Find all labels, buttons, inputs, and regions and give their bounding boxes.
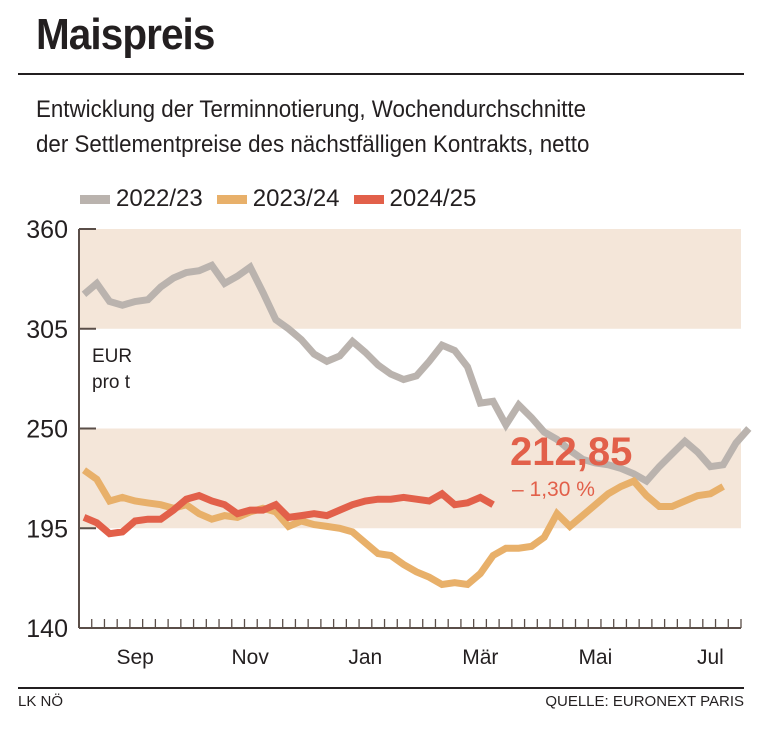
subtitle-line-2: der Settlementpreise des nächstfälligen …	[36, 131, 590, 158]
footer-source: QUELLE: EURONEXT PARIS	[545, 693, 744, 710]
legend-label-2024-25: 2024/25	[389, 185, 477, 212]
legend-item-2022-23: 2022/23	[80, 185, 203, 213]
x-tick-label: Nov	[232, 646, 270, 669]
legend-label-2022-23: 2022/23	[116, 185, 203, 212]
y-unit-label-line-2: pro t	[92, 372, 131, 393]
footer-credit: LK NÖ	[18, 693, 64, 710]
series-lines	[81, 260, 752, 589]
change-annotation: – 1,30 %	[512, 478, 595, 501]
shaded-band-0	[79, 229, 741, 329]
chart-title: Maispreis	[36, 10, 215, 59]
latest-value-annotation: 212,85	[510, 430, 632, 474]
shaded-band-1	[79, 428, 741, 529]
legend-swatch-2024-25	[353, 194, 384, 204]
footer-divider	[18, 687, 744, 689]
legend-swatch-2023-24	[216, 194, 247, 204]
axis-labels: 140 195 250 305 360 Sep Nov Jan Mär Mai Jul	[26, 216, 724, 669]
x-tick-label: Sep	[116, 646, 153, 669]
legend-item-2023-24: 2023/24	[216, 185, 340, 213]
subtitle-line-1: Entwicklung der Terminnotierung, Wochend…	[36, 96, 587, 123]
y-tick-label: 305	[26, 316, 68, 344]
axes	[78, 228, 742, 629]
x-tick-label: Mai	[578, 646, 612, 669]
legend-swatch-2022-23	[80, 194, 110, 204]
y-tick-label: 360	[26, 216, 68, 244]
y-tick-label: 140	[26, 615, 68, 643]
legend-label-2023-24: 2023/24	[252, 185, 340, 212]
title-divider	[18, 73, 744, 75]
series-line-2023-24	[81, 467, 725, 589]
y-tick-label: 250	[26, 416, 68, 444]
y-unit-label-line-1: EUR	[92, 346, 132, 367]
x-tick-label: Jan	[348, 646, 382, 669]
chart-legend: 2022/23 2023/24 2024/25	[80, 184, 490, 214]
x-tick-label: Mär	[462, 646, 498, 669]
legend-item-2024-25: 2024/25	[353, 185, 477, 213]
series-line-2024-25	[82, 489, 495, 538]
y-tick-label: 195	[26, 515, 68, 543]
x-tick-label: Jul	[697, 646, 724, 669]
chart-subtitle: Entwicklung der Terminnotierung, Wochend…	[36, 92, 589, 162]
series-line-2022-23	[81, 260, 752, 486]
shaded-bands	[79, 229, 741, 529]
